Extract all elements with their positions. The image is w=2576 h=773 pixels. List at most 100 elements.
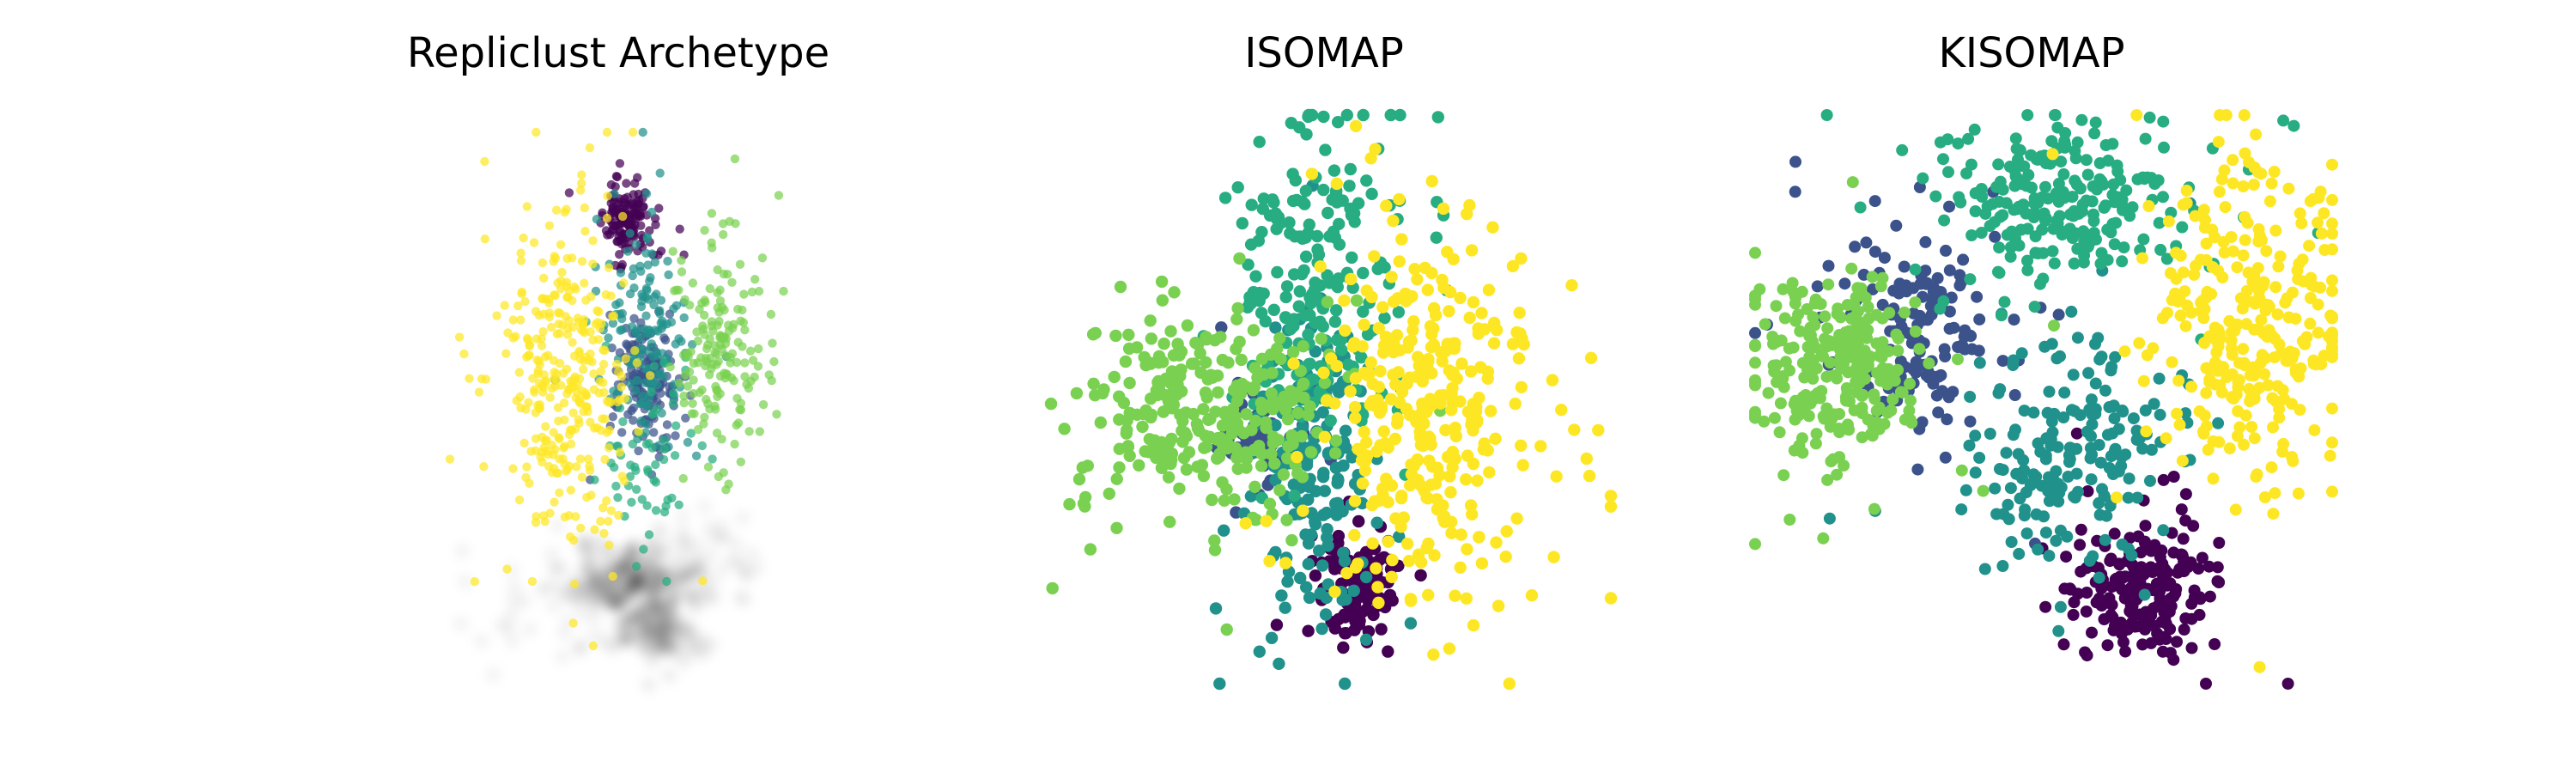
- data-point: [628, 271, 637, 281]
- data-point: [2115, 460, 2128, 472]
- data-point: [1231, 462, 1244, 475]
- data-point: [1460, 473, 1473, 486]
- data-point: [1749, 409, 1761, 422]
- data-point: [2208, 638, 2221, 650]
- data-point: [1937, 153, 1949, 166]
- data-point: [516, 248, 526, 258]
- data-point: [588, 236, 598, 246]
- data-point: [1789, 297, 1801, 310]
- data-point: [566, 376, 575, 386]
- data-point: [2304, 317, 2317, 330]
- data-point: [1759, 318, 1771, 331]
- shadow-blob-1: [656, 633, 672, 649]
- data-point: [2208, 356, 2221, 369]
- data-point: [1302, 557, 1315, 570]
- data-point: [1239, 446, 1252, 459]
- data-point: [606, 291, 616, 301]
- data-point: [1903, 405, 1916, 417]
- data-point: [2004, 250, 2017, 263]
- data-point: [627, 497, 636, 507]
- data-point: [2029, 247, 2042, 259]
- data-point: [1263, 555, 1276, 568]
- data-point: [2082, 229, 2095, 242]
- data-point: [2193, 608, 2206, 621]
- data-point: [645, 371, 655, 380]
- data-point: [1369, 143, 1382, 155]
- data-point: [1487, 337, 1501, 350]
- data-point: [632, 358, 641, 368]
- data-point: [2116, 255, 2129, 268]
- data-point: [632, 326, 641, 335]
- data-point: [1415, 479, 1428, 492]
- shadow-blob-2: [550, 517, 566, 533]
- data-point: [663, 256, 672, 266]
- data-point: [1380, 199, 1393, 212]
- data-point: [1239, 517, 1252, 530]
- data-point: [2326, 243, 2338, 256]
- data-point: [2057, 167, 2070, 180]
- data-point: [1412, 350, 1425, 363]
- data-point: [629, 190, 638, 199]
- data-point: [1279, 557, 1292, 569]
- data-point: [639, 545, 648, 554]
- data-point: [1404, 593, 1418, 606]
- data-point: [2086, 418, 2099, 431]
- data-point: [2281, 678, 2294, 690]
- data-point: [2326, 312, 2338, 325]
- data-point: [2102, 155, 2115, 167]
- data-point: [638, 292, 647, 301]
- data-point: [1157, 338, 1170, 350]
- data-point: [1302, 110, 1315, 124]
- data-point: [1580, 452, 1594, 466]
- data-point: [2062, 471, 2075, 483]
- data-point: [2153, 216, 2166, 229]
- data-point: [2239, 409, 2252, 422]
- data-point: [2099, 384, 2111, 397]
- data-point: [1481, 365, 1495, 378]
- data-point: [2177, 198, 2190, 211]
- data-point: [1192, 338, 1205, 351]
- data-point: [1777, 283, 1789, 295]
- data-point: [480, 234, 489, 244]
- data-point: [2182, 561, 2195, 573]
- data-point: [1510, 512, 1523, 525]
- data-point: [1269, 419, 1282, 432]
- data-point: [2195, 296, 2208, 309]
- data-point: [2179, 612, 2192, 624]
- shadow-blob-3: [661, 537, 677, 553]
- data-point: [2100, 509, 2113, 522]
- data-point: [2247, 179, 2260, 191]
- data-point: [1909, 296, 1922, 309]
- data-point: [2108, 527, 2121, 540]
- data-point: [1371, 581, 1384, 593]
- data-point: [1273, 484, 1286, 496]
- data-point: [1931, 271, 1944, 284]
- data-point: [617, 382, 626, 392]
- data-point: [2075, 523, 2087, 536]
- data-point: [2046, 148, 2059, 161]
- data-point: [710, 401, 720, 411]
- data-point: [1420, 405, 1433, 418]
- data-point: [465, 374, 474, 383]
- data-point: [632, 484, 641, 494]
- data-point: [1925, 370, 1938, 382]
- data-point: [2177, 266, 2190, 279]
- data-point: [1263, 497, 1277, 510]
- data-point: [1303, 308, 1316, 322]
- data-point: [1103, 487, 1116, 500]
- data-point: [1109, 329, 1122, 343]
- data-point: [1387, 214, 1400, 228]
- data-point: [1512, 352, 1526, 365]
- data-point: [557, 267, 567, 277]
- data-point: [1929, 190, 1942, 203]
- data-point: [1131, 408, 1144, 421]
- data-point: [2092, 332, 2105, 344]
- data-point: [674, 378, 684, 388]
- data-point: [2101, 429, 2114, 441]
- data-point: [2099, 533, 2111, 546]
- data-point: [2088, 127, 2101, 140]
- data-point: [641, 283, 652, 294]
- data-point: [1439, 423, 1452, 436]
- data-point: [2326, 284, 2338, 297]
